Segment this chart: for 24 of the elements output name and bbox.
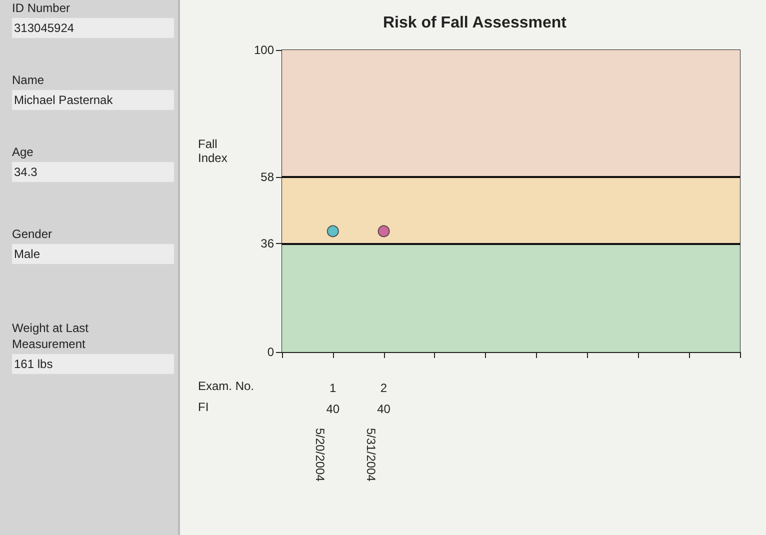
y-tick-label: 0: [267, 345, 274, 359]
x-tick-label: 1: [330, 381, 337, 395]
x-axis-title: Exam. No.: [198, 379, 254, 393]
y-tick-label: 36: [260, 236, 274, 250]
text: 161 lbs: [12, 354, 174, 374]
data-label: 40: [377, 402, 391, 416]
text: 34.3: [12, 162, 174, 182]
text: Age: [12, 144, 34, 160]
text: 313045924: [12, 18, 174, 38]
y-axis-title: Fall Index: [198, 137, 228, 165]
y-tick-label: 100: [254, 43, 274, 57]
text: FI: [198, 400, 209, 414]
x-tick-label: 2: [380, 381, 388, 395]
chart-title: Risk of Fall Assessment: [383, 14, 568, 32]
text: Name: [12, 72, 46, 88]
y-tick-label: 58: [260, 170, 274, 184]
text: 5/20/2004: [312, 428, 327, 482]
text: Male: [12, 244, 174, 264]
text: Michael Pasternak: [12, 90, 174, 110]
text: 5/31/2004: [364, 428, 378, 482]
text: Gender: [12, 226, 54, 242]
text: ID Number: [12, 0, 72, 16]
data-label: 40: [326, 402, 340, 416]
text: Weight at Last Measurement: [12, 320, 90, 352]
